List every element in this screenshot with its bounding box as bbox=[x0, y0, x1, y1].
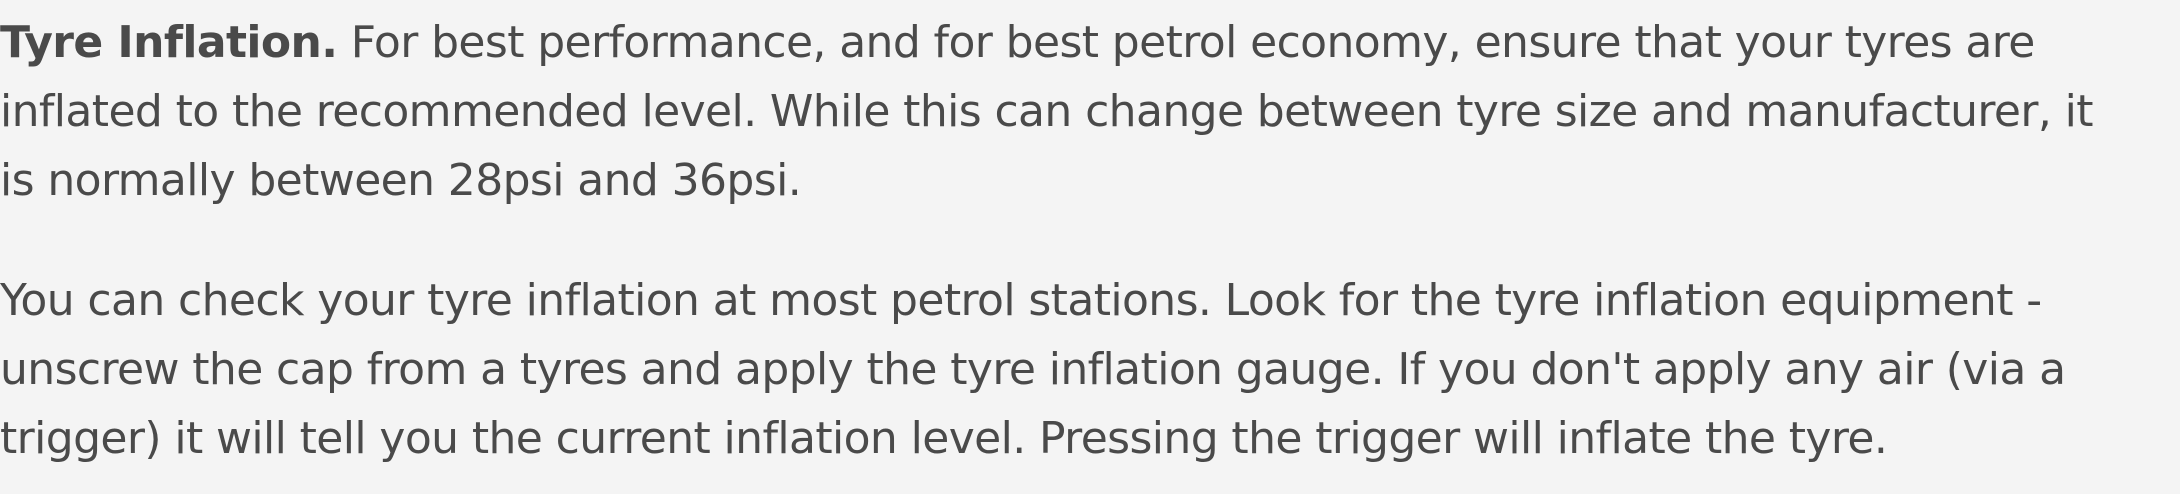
tyre-inflation-heading: Tyre Inflation. bbox=[0, 17, 338, 68]
article-body: Tyre Inflation. For best performance, an… bbox=[0, 8, 2140, 473]
tyre-inflation-paragraph: Tyre Inflation. For best performance, an… bbox=[0, 8, 2140, 215]
petrol-station-text: You can check your tyre inflation at mos… bbox=[0, 275, 2066, 464]
tyre-inflation-text: For best performance, and for best petro… bbox=[0, 17, 2094, 206]
petrol-station-paragraph: You can check your tyre inflation at mos… bbox=[0, 266, 2140, 473]
